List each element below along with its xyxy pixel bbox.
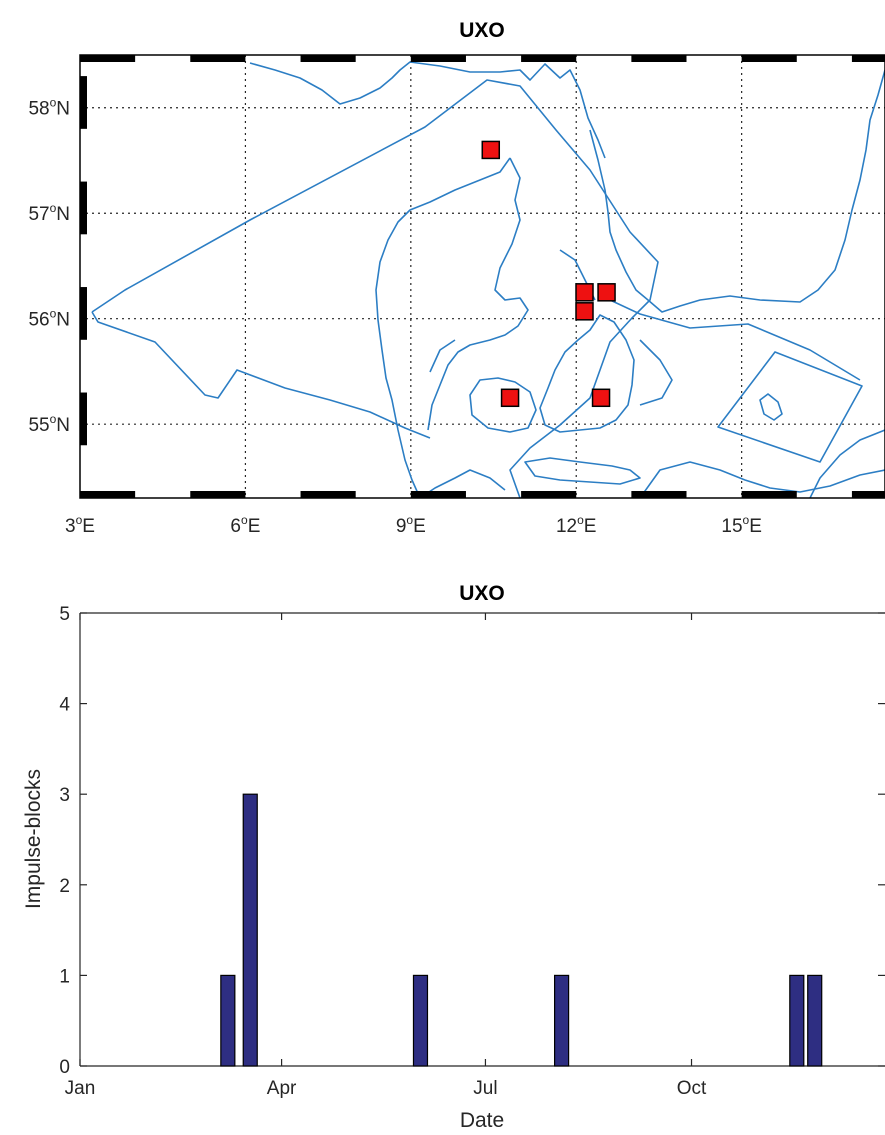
norway-coast-line xyxy=(249,61,606,159)
bar-0 xyxy=(220,974,236,1067)
bar-x-tick-label-3: Oct xyxy=(677,1078,707,1099)
map-lat-tick-label-2: 56oN xyxy=(28,307,70,331)
map-event-marker-3 xyxy=(575,302,594,321)
map-event-marker-1 xyxy=(575,283,594,302)
map-border-segment xyxy=(410,55,466,62)
map-border-segment xyxy=(190,491,246,498)
bornholm-area-line xyxy=(717,351,863,463)
map-checkered-border xyxy=(80,55,885,498)
bar-y-tick-label-2: 2 xyxy=(59,876,70,897)
funen-coast-line xyxy=(469,377,537,433)
germany-coast-line xyxy=(419,461,885,498)
bar-4 xyxy=(789,974,805,1067)
map-border-segment xyxy=(631,55,687,62)
bar-x-tick-label-1: Apr xyxy=(267,1078,297,1099)
map-background xyxy=(80,55,885,498)
map-border-segment xyxy=(851,491,885,498)
map-border-segment xyxy=(80,76,87,129)
map-event-markers xyxy=(481,140,616,408)
map-border-segment xyxy=(300,491,356,498)
map-title: UXO xyxy=(459,19,505,42)
map-lat-tick-label-3: 55oN xyxy=(28,412,70,436)
map-border-segment xyxy=(741,491,797,498)
sweden-coast-line xyxy=(589,69,885,313)
bar-y-tick-label-1: 1 xyxy=(59,966,70,987)
map-panel: UXO 3oE xyxy=(28,19,885,537)
map-event-marker-5 xyxy=(591,388,611,408)
bar-x-tick-label-2: Jul xyxy=(473,1078,497,1099)
map-lat-tick-labels: 58oN 57oN 56oN 55oN xyxy=(28,96,70,436)
bar-y-axis-label: Impulse-blocks xyxy=(22,769,45,909)
map-border-segment xyxy=(80,392,87,446)
bar-x-tick-label-0: Jan xyxy=(65,1078,96,1099)
map-border-segment xyxy=(80,287,87,340)
map-lat-tick-label-1: 57oN xyxy=(28,201,70,225)
zealand-coast-line xyxy=(539,314,635,433)
map-border-segment xyxy=(80,55,136,62)
map-lon-tick-label-3: 12oE xyxy=(556,513,597,537)
map-lat-tick-label-0: 58oN xyxy=(28,96,70,120)
map-border-segment xyxy=(80,491,136,498)
map-event-marker-2 xyxy=(597,283,616,302)
bar-2 xyxy=(412,974,429,1067)
bar-3 xyxy=(553,974,570,1067)
map-lines xyxy=(91,61,885,498)
map-border-segment xyxy=(521,491,577,498)
map-event-marker-0 xyxy=(481,140,501,160)
map-border-segment xyxy=(741,55,797,62)
map-event-marker-4 xyxy=(500,388,520,408)
map-border-segment xyxy=(851,55,885,62)
bar-y-tick-label-0: 0 xyxy=(59,1057,70,1078)
bar-y-tick-label-5: 5 xyxy=(59,604,70,625)
bar-5 xyxy=(807,974,823,1067)
map-border-segment xyxy=(300,55,356,62)
map-lon-tick-label-4: 15oE xyxy=(721,513,762,537)
bar-x-ticks: Jan Apr Jul Oct xyxy=(65,613,707,1099)
bar-y-tick-label-4: 4 xyxy=(59,695,70,716)
bar-1 xyxy=(242,793,258,1067)
map-border-segment xyxy=(631,491,687,498)
eez-boundary-line xyxy=(91,79,885,498)
bar-y-ticks: 0 1 2 3 4 5 xyxy=(59,604,885,1078)
map-lon-tick-label-0: 3oE xyxy=(65,513,95,537)
map-border-segment xyxy=(190,55,246,62)
bar-bars xyxy=(220,793,823,1067)
bar-title: UXO xyxy=(459,582,505,605)
map-lon-tick-label-2: 9oE xyxy=(396,513,426,537)
map-lon-tick-labels: 3oE 6oE 9oE 12oE 15oE xyxy=(65,513,762,537)
map-border-segment xyxy=(521,55,577,62)
map-border-segment xyxy=(80,181,87,235)
bar-y-tick-label-3: 3 xyxy=(59,785,70,806)
bar-x-axis-label: Date xyxy=(460,1109,504,1132)
map-frame xyxy=(79,54,885,499)
map-lon-tick-label-1: 6oE xyxy=(230,513,260,537)
bar-panel: UXO 0 1 2 3 4 5 Jan Apr Jul Oct Date Impulse-blo… xyxy=(22,582,885,1132)
map-border-segment xyxy=(410,491,466,498)
jutland-coast-line xyxy=(375,157,529,498)
lolland-coast-line xyxy=(524,457,641,485)
